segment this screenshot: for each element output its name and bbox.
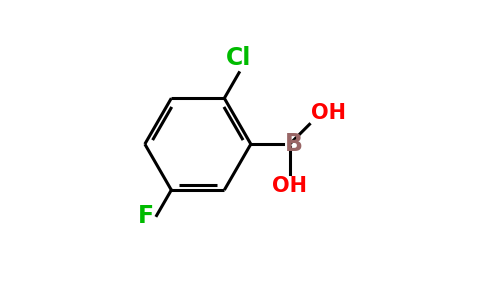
Text: Cl: Cl — [227, 46, 252, 70]
Text: OH: OH — [272, 176, 307, 196]
Text: F: F — [137, 203, 153, 227]
Text: B: B — [285, 132, 302, 156]
Text: OH: OH — [311, 103, 346, 123]
